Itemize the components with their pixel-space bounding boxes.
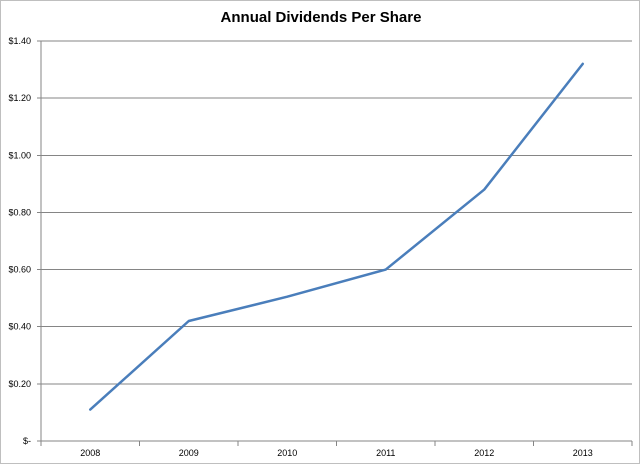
y-tick-label: $0.20 bbox=[8, 379, 31, 389]
y-tick-label: $1.20 bbox=[8, 93, 31, 103]
y-tick-label: $0.60 bbox=[8, 265, 31, 275]
y-tick-label: $1.40 bbox=[8, 36, 31, 46]
series-layer bbox=[90, 64, 583, 410]
gridlines bbox=[41, 41, 632, 384]
x-tick-label: 2009 bbox=[179, 448, 199, 458]
x-tick-label: 2011 bbox=[376, 448, 395, 458]
x-tick-label: 2012 bbox=[474, 448, 494, 458]
x-tick-label: 2013 bbox=[573, 448, 593, 458]
tick-labels: $- $0.20 $0.40 $0.60 $0.80 $1.00 $1.20 $1.40 200… bbox=[8, 36, 592, 458]
x-tick-label: 2010 bbox=[277, 448, 297, 458]
series-line bbox=[90, 64, 583, 410]
y-tick-label: $- bbox=[23, 436, 31, 446]
y-tick-label: $0.40 bbox=[8, 322, 31, 332]
y-tick-label: $0.80 bbox=[8, 207, 31, 217]
axes bbox=[37, 41, 632, 446]
x-tick-label: 2008 bbox=[80, 448, 100, 458]
y-tick-label: $1.00 bbox=[8, 150, 31, 160]
